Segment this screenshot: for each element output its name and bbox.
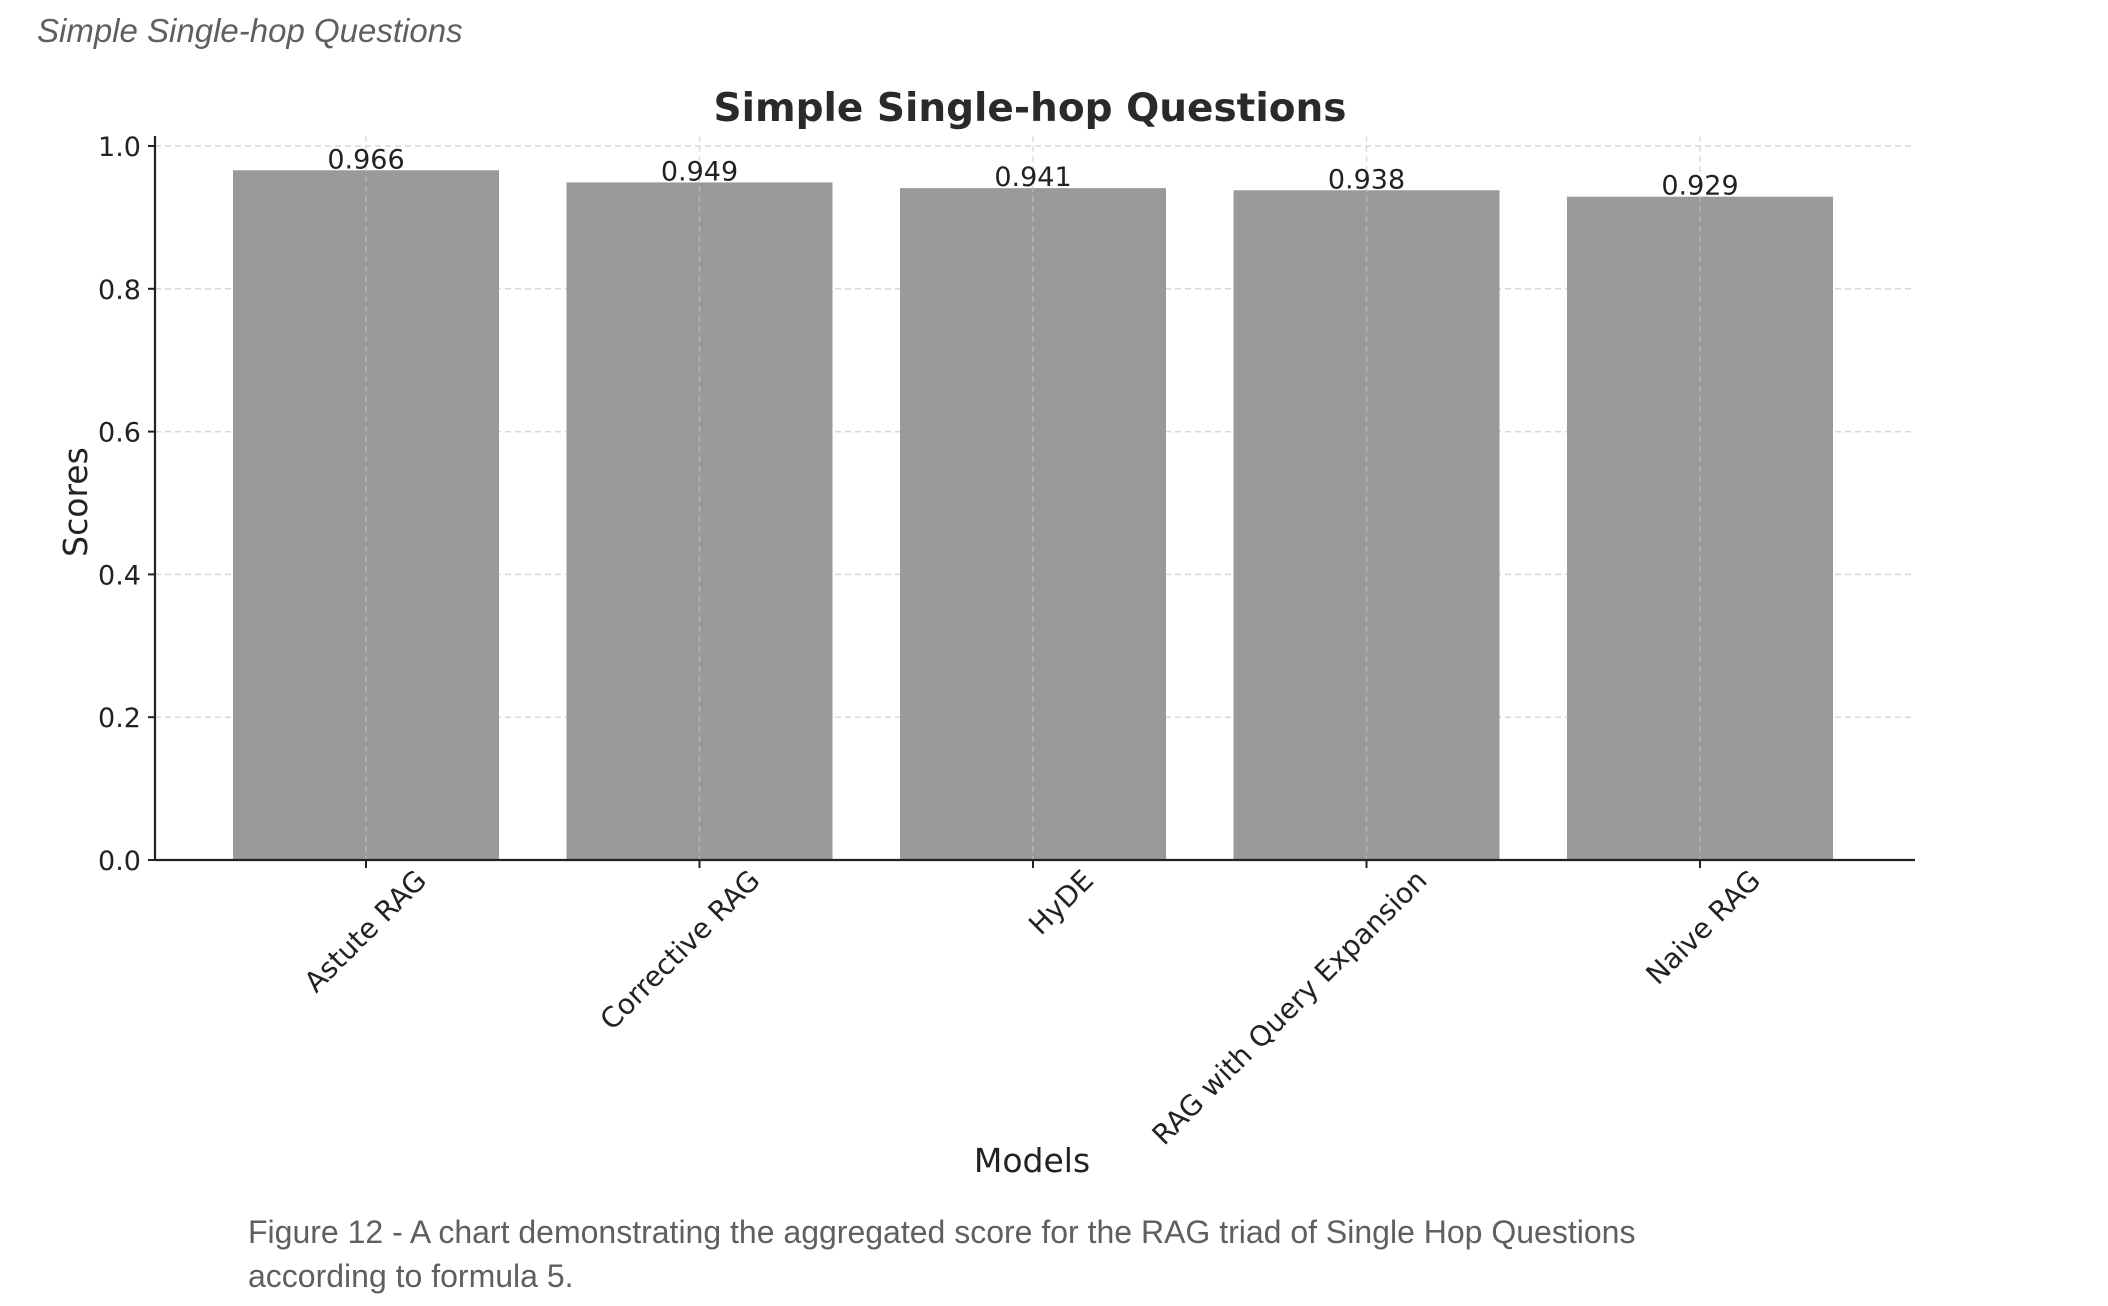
bar-value-label: 0.941 [994,162,1071,193]
bars [233,136,1833,861]
axes [148,136,1915,868]
bar [233,170,499,860]
chart-title: Simple Single-hop Questions [714,86,1347,131]
y-tick-label: 0.2 [98,703,141,734]
bar-value-label: 0.929 [1661,171,1738,202]
x-tick-label: Astute RAG [298,864,433,999]
bar-value-label: 0.938 [1328,164,1405,195]
x-tick-label: HyDE [1022,864,1100,942]
y-tick-label: 0.6 [98,418,141,449]
y-tick-label: 0.0 [98,846,141,877]
figure-caption: Figure 12 - A chart demonstrating the ag… [248,1214,1636,1294]
x-tick-label: Naive RAG [1639,864,1766,991]
x-axis-label: Models [974,1141,1090,1180]
bar-chart: Simple Single-hop Questions 0.966 0.949 0.… [56,86,1915,1180]
y-tick-label: 0.8 [98,275,141,306]
y-tick-label: 0.4 [98,560,141,591]
y-axis-label: Scores [56,447,95,557]
data-labels: 0.966 0.949 0.941 0.938 0.929 [327,144,1738,201]
x-tick-label: Corrective RAG [594,864,767,1037]
page-heading: Simple Single-hop Questions [37,12,463,49]
bar-value-label: 0.949 [661,156,738,187]
y-tick-label: 1.0 [98,132,141,163]
x-tick-label: RAG with Query Expansion [1146,864,1434,1152]
bar-value-label: 0.966 [327,144,404,175]
